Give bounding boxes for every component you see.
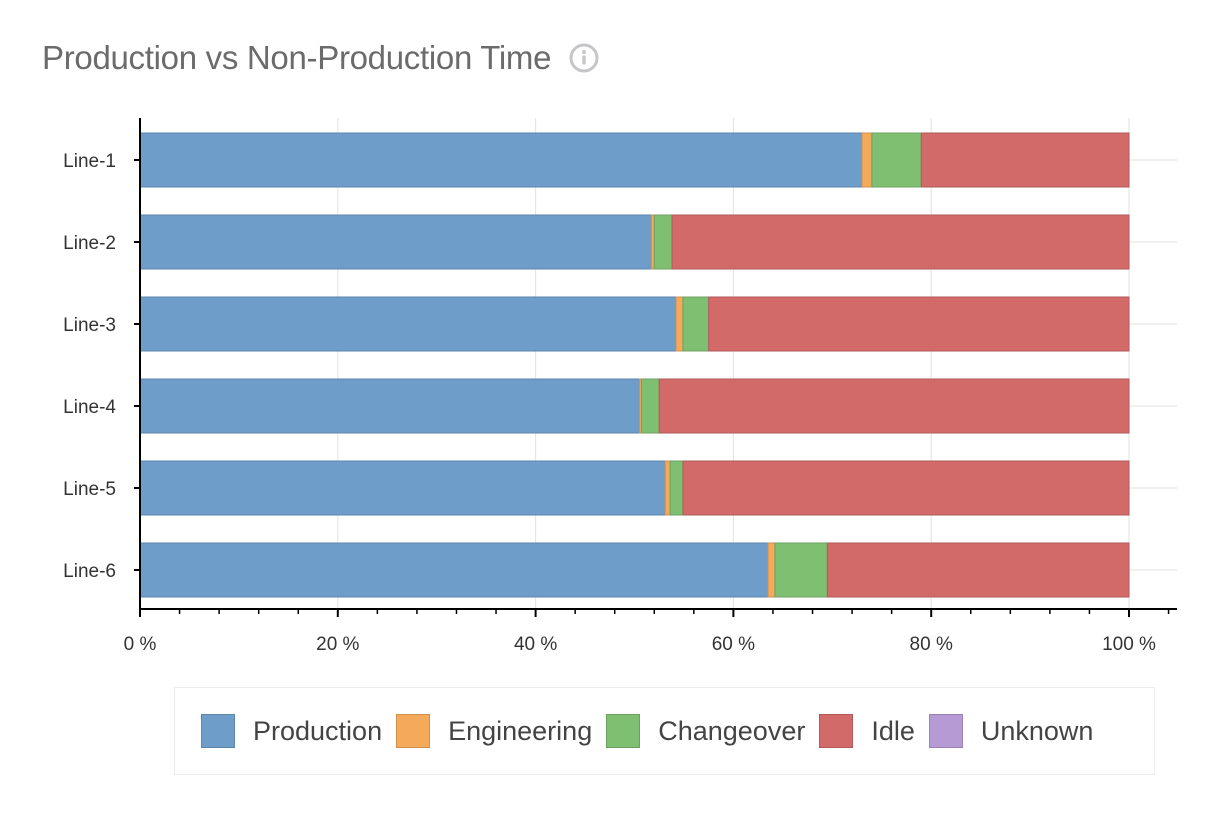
legend-swatch bbox=[396, 714, 431, 748]
y-tick-label: Line-3 bbox=[63, 315, 116, 336]
legend-label: Engineering bbox=[448, 715, 593, 746]
bar-engineering-line-3[interactable] bbox=[675, 296, 684, 352]
chart-title: Production vs Non-Production Time bbox=[42, 39, 552, 76]
bar-production-line-5[interactable] bbox=[139, 460, 666, 516]
y-tick-label: Line-4 bbox=[63, 397, 116, 418]
bar-changeover-line-2[interactable] bbox=[653, 214, 673, 270]
chart-axes: Line-1 Line-2 Line-3 Line-4 Line-5 Line-6 0 % 2… bbox=[63, 118, 1177, 655]
stacked-bar-chart: Line-1 Line-2 Line-3 Line-4 Line-5 Line-6 0 % 2… bbox=[63, 118, 1177, 655]
legend-swatch bbox=[928, 714, 963, 748]
bar-idle-line-5[interactable] bbox=[682, 460, 1130, 516]
bar-idle-line-1[interactable] bbox=[920, 132, 1130, 188]
x-tick-label: 0 % bbox=[124, 634, 157, 655]
legend-swatch bbox=[606, 714, 641, 748]
x-tick-label: 80 % bbox=[910, 634, 953, 655]
chart-grid bbox=[139, 118, 1177, 609]
legend-label: Idle bbox=[871, 715, 915, 746]
legend-item-unknown[interactable]: Unknown bbox=[928, 714, 1094, 748]
chart-title-row: Production vs Non-Production Time bbox=[42, 36, 599, 80]
x-tick-label: 100 % bbox=[1102, 634, 1156, 655]
x-tick-label: 40 % bbox=[514, 634, 557, 655]
bar-idle-line-6[interactable] bbox=[826, 542, 1130, 598]
bar-engineering-line-1[interactable] bbox=[861, 132, 873, 188]
x-tick-label: 60 % bbox=[712, 634, 755, 655]
bar-changeover-line-4[interactable] bbox=[640, 378, 660, 434]
bar-production-line-2[interactable] bbox=[139, 214, 652, 270]
bar-idle-line-2[interactable] bbox=[671, 214, 1130, 270]
y-tick-label: Line-6 bbox=[63, 561, 116, 582]
legend-item-engineering[interactable]: Engineering bbox=[396, 714, 592, 748]
bar-changeover-line-5[interactable] bbox=[669, 460, 684, 516]
legend-item-changeover[interactable]: Changeover bbox=[606, 714, 805, 748]
bar-changeover-line-3[interactable] bbox=[682, 296, 710, 352]
y-tick-label: Line-5 bbox=[63, 479, 116, 500]
bar-production-line-4[interactable] bbox=[139, 378, 640, 434]
chart-legend: Production Engineering Changeover Idle Unkno… bbox=[174, 687, 1155, 775]
legend-label: Unknown bbox=[980, 715, 1094, 746]
bar-idle-line-4[interactable] bbox=[658, 378, 1130, 434]
legend-label: Production bbox=[253, 715, 383, 746]
bar-production-line-1[interactable] bbox=[139, 132, 863, 188]
y-tick-label: Line-1 bbox=[63, 151, 116, 172]
legend-swatch bbox=[819, 714, 854, 748]
legend-swatch bbox=[201, 714, 235, 748]
legend-item-production[interactable]: Production bbox=[201, 714, 382, 748]
bar-changeover-line-1[interactable] bbox=[871, 132, 922, 188]
legend-item-idle[interactable]: Idle bbox=[819, 714, 915, 748]
chart-bars bbox=[139, 132, 1130, 598]
bar-production-line-6[interactable] bbox=[139, 542, 769, 598]
bar-idle-line-3[interactable] bbox=[708, 296, 1130, 352]
info-circle-icon[interactable] bbox=[569, 43, 599, 73]
legend-label: Changeover bbox=[658, 715, 806, 746]
bar-engineering-line-5[interactable] bbox=[664, 460, 671, 516]
x-tick-label: 20 % bbox=[316, 634, 359, 655]
y-tick-label: Line-2 bbox=[63, 233, 116, 254]
bar-production-line-3[interactable] bbox=[139, 296, 677, 352]
bar-engineering-line-6[interactable] bbox=[767, 542, 776, 598]
bar-changeover-line-6[interactable] bbox=[774, 542, 828, 598]
